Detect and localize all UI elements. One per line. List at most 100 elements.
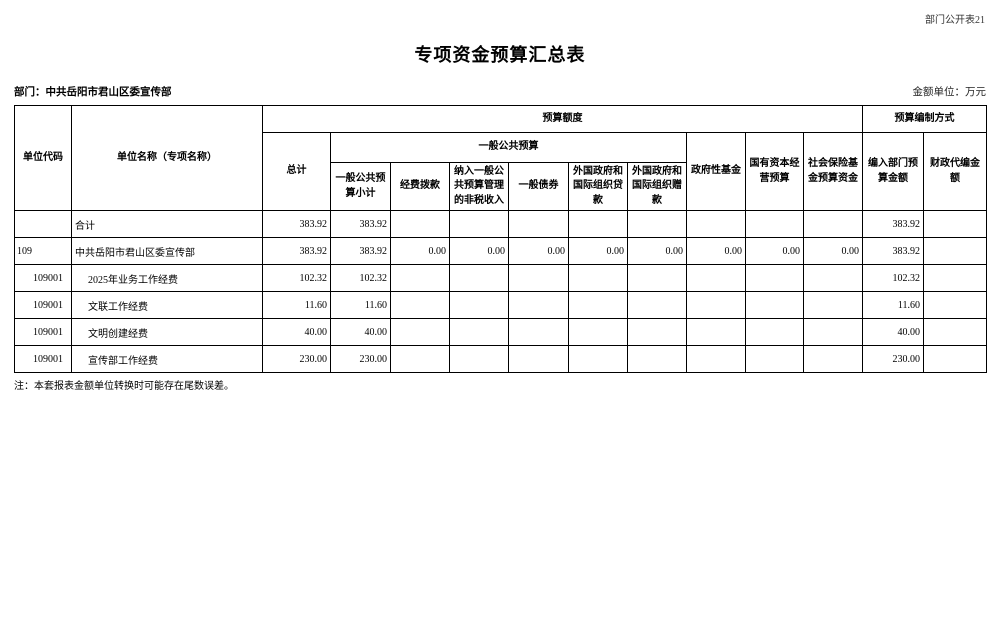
- dept-budget-amount-cell: 40.00: [862, 318, 924, 346]
- col-header-funding-appropriation: 经费拨款: [390, 162, 450, 211]
- col-header-foreign-loans: 外国政府和国际组织贷款: [568, 162, 628, 211]
- col-group-general-public-budget: 一般公共预算: [330, 132, 687, 163]
- col-header-fiscal-proxy-amount: 财政代编金额: [923, 132, 987, 211]
- col-header-social-insurance-fund: 社会保险基金预算资金: [803, 132, 863, 211]
- unit-code-cell: 109001: [14, 345, 72, 373]
- foreign-loans-cell: 0.00: [568, 237, 628, 265]
- subtotal-cell: 11.60: [330, 291, 391, 319]
- total-cell: 383.92: [262, 210, 331, 238]
- col-header-general-bonds: 一般债券: [508, 162, 569, 211]
- general-bonds-cell: [508, 210, 569, 238]
- foreign-grants-cell: [627, 210, 687, 238]
- state-capital-cell: [745, 318, 804, 346]
- government-funds-cell: [686, 210, 746, 238]
- subtotal-cell: 230.00: [330, 345, 391, 373]
- general-bonds-cell: [508, 291, 569, 319]
- foreign-loans-cell: [568, 318, 628, 346]
- social-insurance-cell: [803, 264, 863, 292]
- corner-table-number: 部门公开表21: [925, 15, 985, 26]
- funding-appropriation-cell: 0.00: [390, 237, 450, 265]
- unit-name-cell: 宣传部工作经费: [71, 345, 263, 373]
- unit-code-cell: 109001: [14, 264, 72, 292]
- foreign-loans-cell: [568, 291, 628, 319]
- foreign-grants-cell: 0.00: [627, 237, 687, 265]
- unit-code-cell: 109001: [14, 318, 72, 346]
- government-funds-cell: [686, 291, 746, 319]
- unit-name-cell: 文明创建经费: [71, 318, 263, 346]
- non-tax-revenue-cell: 0.00: [449, 237, 509, 265]
- fiscal-proxy-amount-cell: [923, 237, 987, 265]
- subtotal-cell: 102.32: [330, 264, 391, 292]
- department-label: 部门：中共岳阳市君山区委宣传部: [14, 87, 172, 98]
- unit-code-cell: 109001: [14, 291, 72, 319]
- footnote: 注：本套报表金额单位转换时可能存在尾数误差。: [14, 381, 234, 392]
- dept-budget-amount-cell: 230.00: [862, 345, 924, 373]
- subtotal-cell: 383.92: [330, 237, 391, 265]
- foreign-loans-cell: [568, 210, 628, 238]
- general-bonds-cell: [508, 318, 569, 346]
- dept-budget-amount-cell: 383.92: [862, 210, 924, 238]
- page-title: 专项资金预算汇总表: [414, 45, 586, 65]
- non-tax-revenue-cell: [449, 291, 509, 319]
- foreign-grants-cell: [627, 291, 687, 319]
- funding-appropriation-cell: [390, 210, 450, 238]
- state-capital-cell: 0.00: [745, 237, 804, 265]
- total-cell: 11.60: [262, 291, 331, 319]
- unit-name-cell: 2025年业务工作经费: [71, 264, 263, 292]
- funding-appropriation-cell: [390, 264, 450, 292]
- dept-budget-amount-cell: 383.92: [862, 237, 924, 265]
- funding-appropriation-cell: [390, 291, 450, 319]
- budget-summary-table: 单位代码 单位名称（专项名称） 预算额度 预算编制方式 总计 一般公共预算 政府…: [14, 105, 987, 373]
- total-cell: 102.32: [262, 264, 331, 292]
- social-insurance-cell: [803, 345, 863, 373]
- dept-budget-amount-cell: 102.32: [862, 264, 924, 292]
- foreign-grants-cell: [627, 318, 687, 346]
- unit-code-cell: 109: [14, 237, 72, 265]
- total-cell: 230.00: [262, 345, 331, 373]
- fiscal-proxy-amount-cell: [923, 291, 987, 319]
- foreign-grants-cell: [627, 345, 687, 373]
- total-cell: 40.00: [262, 318, 331, 346]
- government-funds-cell: [686, 345, 746, 373]
- unit-name-cell: 文联工作经费: [71, 291, 263, 319]
- col-header-non-tax-revenue: 纳入一般公共预算管理的非税收入: [449, 162, 509, 211]
- general-bonds-cell: 0.00: [508, 237, 569, 265]
- funding-appropriation-cell: [390, 345, 450, 373]
- table-row-project: 109001 2025年业务工作经费 102.32 102.32 102.32: [14, 264, 987, 292]
- meta-row: 部门：中共岳阳市君山区委宣传部 金额单位：万元: [14, 84, 986, 106]
- col-header-state-capital-budget: 国有资本经营预算: [745, 132, 804, 211]
- state-capital-cell: [745, 345, 804, 373]
- fiscal-proxy-amount-cell: [923, 318, 987, 346]
- unit-code-cell: [14, 210, 72, 238]
- total-cell: 383.92: [262, 237, 331, 265]
- col-header-foreign-grants: 外国政府和国际组织赠款: [627, 162, 687, 211]
- government-funds-cell: [686, 264, 746, 292]
- state-capital-cell: [745, 264, 804, 292]
- col-header-unit-name: 单位名称（专项名称）: [71, 105, 263, 211]
- social-insurance-cell: [803, 318, 863, 346]
- general-bonds-cell: [508, 264, 569, 292]
- non-tax-revenue-cell: [449, 345, 509, 373]
- non-tax-revenue-cell: [449, 264, 509, 292]
- fiscal-proxy-amount-cell: [923, 264, 987, 292]
- amount-unit-label: 金额单位：万元: [912, 87, 987, 98]
- foreign-loans-cell: [568, 345, 628, 373]
- col-header-unit-code: 单位代码: [14, 105, 72, 211]
- table-row-grand-total: 合计 383.92 383.92 383.92: [14, 210, 987, 238]
- social-insurance-cell: [803, 210, 863, 238]
- state-capital-cell: [745, 291, 804, 319]
- subtotal-cell: 383.92: [330, 210, 391, 238]
- non-tax-revenue-cell: [449, 318, 509, 346]
- subtotal-cell: 40.00: [330, 318, 391, 346]
- unit-name-cell: 合计: [71, 210, 263, 238]
- government-funds-cell: 0.00: [686, 237, 746, 265]
- government-funds-cell: [686, 318, 746, 346]
- col-header-dept-budget-amount: 编入部门预算金额: [862, 132, 924, 211]
- funding-appropriation-cell: [390, 318, 450, 346]
- table-row-project: 109001 宣传部工作经费 230.00 230.00 230.00: [14, 345, 987, 373]
- col-header-general-public-subtotal: 一般公共预算小计: [330, 162, 391, 211]
- unit-name-cell: 中共岳阳市君山区委宣传部: [71, 237, 263, 265]
- social-insurance-cell: [803, 291, 863, 319]
- dept-budget-amount-cell: 11.60: [862, 291, 924, 319]
- col-group-compilation-method: 预算编制方式: [862, 105, 987, 133]
